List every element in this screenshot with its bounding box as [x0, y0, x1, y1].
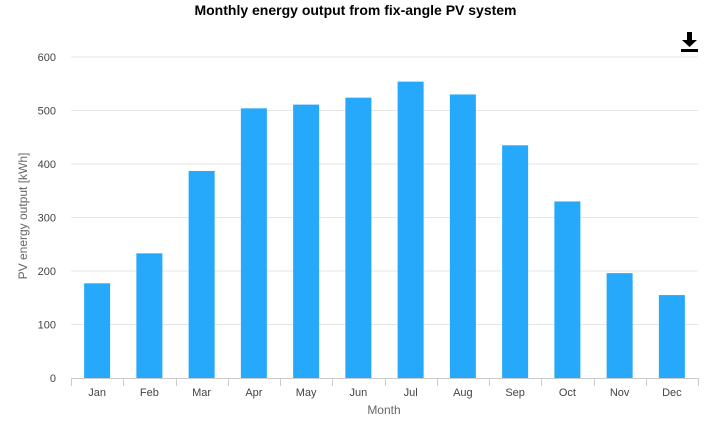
y-tick-label: 400	[38, 159, 56, 171]
bars	[84, 81, 685, 379]
x-tick-label: Jun	[350, 387, 368, 399]
x-tick-label: Mar	[192, 387, 211, 399]
chart-title: Monthly energy output from fix-angle PV …	[194, 2, 517, 18]
bar-jan	[84, 283, 111, 378]
bar-mar	[188, 170, 215, 378]
bar-sep	[502, 145, 529, 378]
y-tick-label: 100	[38, 320, 56, 332]
y-tick-label: 600	[38, 52, 56, 64]
bar-nov	[606, 273, 633, 378]
x-tick-label: Jul	[404, 387, 418, 399]
x-tick-label: Oct	[559, 387, 576, 399]
y-axis-label: PV energy output [kWh]	[16, 153, 30, 280]
x-tick-label: Dec	[662, 387, 682, 399]
y-tick-labels: 0 100 200 300 400 500 600	[38, 52, 56, 385]
x-tick-label: Nov	[610, 387, 630, 399]
x-axis-label: Month	[367, 403, 400, 417]
x-tick-label: May	[296, 387, 317, 399]
x-tick-label: Apr	[245, 387, 262, 399]
download-icon	[681, 32, 698, 52]
x-tick-label: Sep	[505, 387, 525, 399]
y-tick-label: 200	[38, 266, 56, 278]
bar-jul	[397, 81, 424, 379]
download-button[interactable]	[678, 30, 702, 54]
y-tick-label: 0	[50, 373, 56, 385]
x-tick-label: Jan	[88, 387, 106, 399]
bar-may	[293, 104, 320, 379]
bar-jun	[345, 97, 372, 378]
y-tick-label: 500	[38, 106, 56, 118]
x-tick-label: Aug	[453, 387, 473, 399]
x-tick-label: Feb	[140, 387, 159, 399]
gridlines	[71, 56, 698, 325]
bar-oct	[554, 201, 581, 378]
bar-aug	[449, 94, 476, 378]
bar-feb	[136, 253, 163, 378]
bar-apr	[240, 108, 267, 379]
y-tick-label: 300	[38, 213, 56, 225]
bar-dec	[658, 295, 685, 378]
axes	[71, 378, 699, 386]
x-tick-labels: Jan Feb Mar Apr May Jun Jul Aug Sep Oct Nov Dec	[88, 387, 682, 399]
